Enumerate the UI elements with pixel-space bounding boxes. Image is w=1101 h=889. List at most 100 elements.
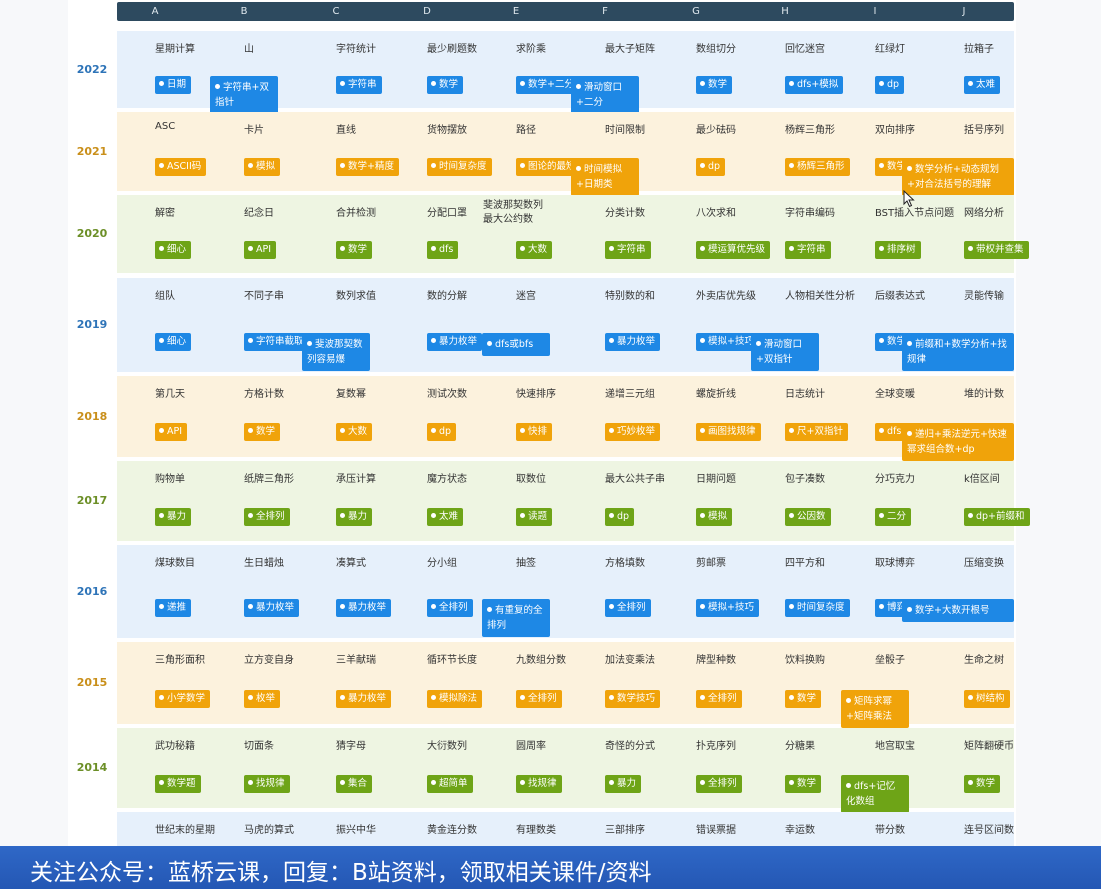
topic-tag: 模拟 — [696, 508, 733, 526]
topic-tag-label: dp — [887, 79, 900, 90]
topic-tag-label: dfs — [439, 244, 454, 255]
year-row-content — [117, 812, 1014, 852]
topic-tag: 找规律 — [516, 775, 562, 793]
topic-tag-label: dfs+记忆化数组 — [846, 781, 896, 807]
bullet-icon — [520, 428, 525, 433]
bullet-icon — [968, 780, 973, 785]
year-label: 2016 — [76, 584, 108, 598]
bullet-icon — [907, 431, 912, 436]
bullet-icon — [248, 780, 253, 785]
bullet-icon — [340, 246, 345, 251]
topic-tag: 数学 — [785, 775, 822, 793]
bullet-icon — [248, 246, 253, 251]
problem-title: 堆的计数 — [964, 389, 1004, 400]
topic-tag: 数学题 — [155, 775, 201, 793]
problem-title: 加法变乘法 — [605, 655, 655, 666]
problem-title: 分类计数 — [605, 208, 645, 219]
topic-tag-label: 字符串截取 — [256, 336, 304, 347]
topic-tag-label: 树结构 — [976, 693, 1005, 704]
topic-tag: 暴力枚举 — [336, 599, 392, 617]
problem-title: 循环节长度 — [427, 655, 477, 666]
topic-tag: 时间复杂度 — [785, 599, 850, 617]
topic-tag-label: dfs+模拟 — [797, 79, 839, 90]
problem-title: 方格填数 — [605, 558, 645, 569]
problem-title: 字符统计 — [336, 44, 376, 55]
topic-tag-label: 数学 — [439, 79, 459, 90]
topic-tag-label: dp — [708, 161, 721, 172]
problem-title: 连号区间数 — [964, 825, 1014, 836]
year-row-content — [117, 195, 1014, 273]
topic-tag: 数学+二分 — [516, 76, 579, 94]
bullet-icon — [700, 81, 705, 86]
topic-tag: 数学分析+动态规划+对合法括号的理解 — [902, 158, 1014, 196]
topic-tag: 滑动窗口+双指针 — [751, 333, 819, 371]
topic-tag: 细心 — [155, 241, 192, 259]
topic-tag: 全排列 — [516, 690, 562, 708]
bullet-icon — [576, 84, 581, 89]
topic-tag-label: dfs — [887, 426, 902, 437]
topic-tag-label: 滑动窗口+双指针 — [756, 339, 803, 365]
topic-tag-label: dp — [439, 426, 452, 437]
topic-tag-label: 数学 — [348, 244, 368, 255]
year-row-2016: 2016 煤球数目 递推 生日蜡烛 暴力枚举 凑算式 暴力枚举 分小组 全排列 抽签 有重复的全排列… — [68, 545, 1016, 638]
topic-tag-label: 模运算优先级 — [708, 244, 766, 255]
column-letter-e: E — [512, 6, 520, 17]
problem-title: 世纪末的星期 — [155, 825, 215, 836]
topic-tag-label: 数学 — [797, 693, 817, 704]
topic-tag-label: 全排列 — [708, 778, 737, 789]
bullet-icon — [159, 428, 164, 433]
year-row-2020: 2020 解密 细心 纪念日 API 合并检测 数学 分配口罩 dfs 斐波那契数列最大公约数 大数… — [68, 195, 1029, 273]
topic-tag: dp+前缀和 — [964, 508, 1030, 526]
bullet-icon — [609, 604, 614, 609]
topic-tag-label: 全排列 — [528, 693, 557, 704]
topic-tag: 字符串+双指针 — [210, 76, 278, 114]
topic-tag: 模拟+技巧 — [696, 599, 759, 617]
problem-title: 人物相关性分析 — [785, 291, 855, 302]
topic-tag: API — [155, 423, 188, 441]
topic-tag: 数学 — [244, 423, 281, 441]
year-row-2021: 2021 ASC ASCII码 卡片 模拟 直线 数学+精度 货物摆放 时间复杂度 路径 图论的最短… — [68, 112, 1016, 196]
topic-tag-label: 数学 — [887, 161, 907, 172]
year-label: 2022 — [76, 62, 108, 76]
topic-tag: 大数 — [516, 241, 553, 259]
year-label: 2018 — [76, 409, 108, 423]
topic-tag-label: 公因数 — [797, 511, 826, 522]
year-label: 2017 — [76, 494, 108, 507]
year-cell — [68, 812, 116, 852]
bullet-icon — [756, 341, 761, 346]
problem-title: 时间限制 — [605, 125, 645, 136]
bullet-icon — [307, 341, 312, 346]
topic-tag-label: 数学 — [708, 79, 728, 90]
topic-tag-label: 字符串+双指针 — [215, 82, 269, 108]
bullet-icon — [159, 695, 164, 700]
year-label: 2020 — [76, 227, 108, 240]
topic-tag-label: 超简单 — [439, 778, 468, 789]
problem-title: 数组切分 — [696, 44, 736, 55]
problem-title: 圆周率 — [516, 741, 546, 752]
problem-title: 螺旋折线 — [696, 389, 736, 400]
bullet-icon — [968, 513, 973, 518]
topic-tag: 尺+双指针 — [785, 423, 848, 441]
topic-tag-label: 带权并查集 — [976, 244, 1024, 255]
bullet-icon — [159, 513, 164, 518]
bullet-icon — [789, 604, 794, 609]
bullet-icon — [340, 695, 345, 700]
problem-title: 分巧克力 — [875, 474, 915, 485]
bullet-icon — [879, 513, 884, 518]
topic-tag-label: dp+前缀和 — [976, 511, 1025, 522]
year-row-content — [117, 278, 1014, 372]
problem-title: 购物单 — [155, 474, 185, 485]
topic-tag-label: 模拟除法 — [439, 693, 478, 704]
topic-tag: 模拟 — [244, 158, 281, 176]
topic-tag-label: 数学+精度 — [348, 161, 394, 172]
problem-title: 大衍数列 — [427, 741, 467, 752]
bullet-icon — [340, 780, 345, 785]
topic-tag: 数学 — [964, 775, 1001, 793]
topic-tag-label: 读题 — [528, 511, 548, 522]
problem-title: 迷宫 — [516, 291, 536, 302]
topic-tag: 暴力枚举 — [427, 333, 483, 351]
topic-tag: 递推 — [155, 599, 192, 617]
topic-tag: dfs或bfs — [482, 333, 550, 356]
topic-tag-label: 数学题 — [167, 778, 196, 789]
bullet-icon — [520, 780, 525, 785]
